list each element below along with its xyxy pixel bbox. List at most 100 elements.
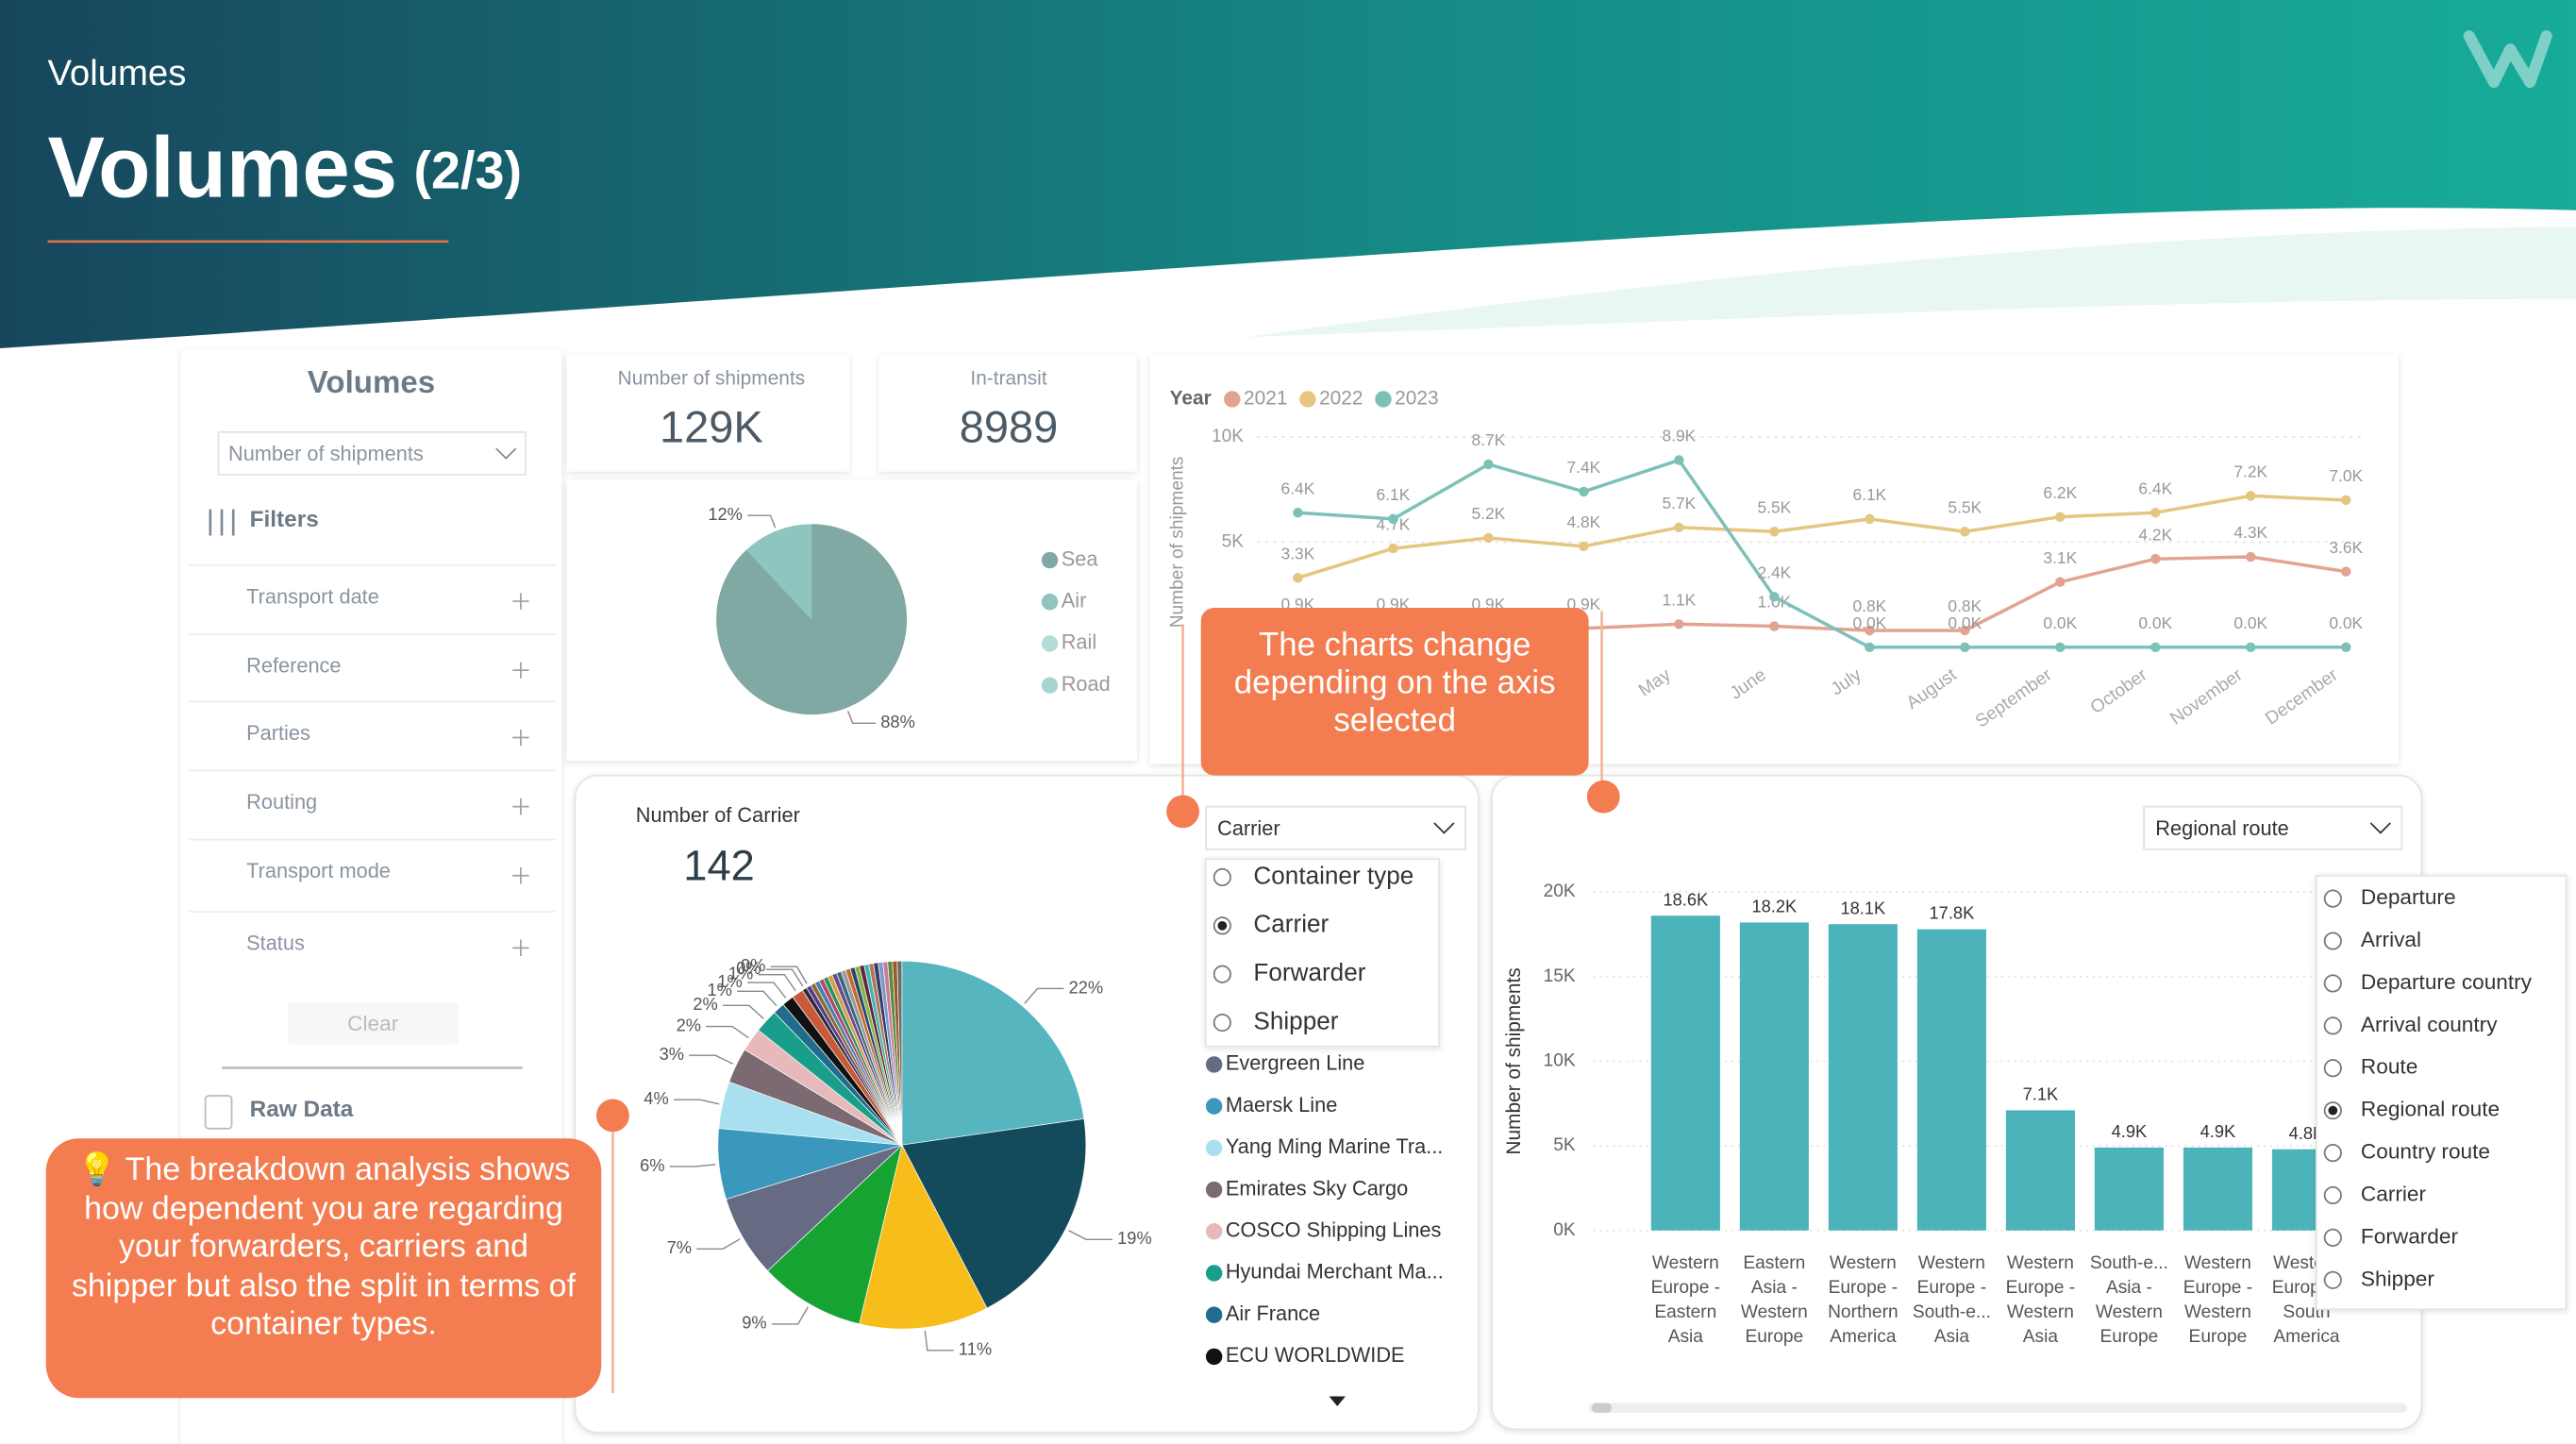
data-label: 5.5K bbox=[1948, 497, 1982, 516]
radio-label[interactable]: Forwarder bbox=[1253, 958, 1365, 986]
leader-line bbox=[706, 1025, 749, 1039]
radio-button[interactable] bbox=[1213, 965, 1231, 983]
pie-slice bbox=[896, 960, 903, 1146]
filter-expand[interactable] bbox=[512, 593, 529, 610]
data-point bbox=[1960, 527, 1970, 537]
leader-line bbox=[765, 968, 804, 987]
filter-expand[interactable] bbox=[512, 729, 529, 747]
data-label: 0.0K bbox=[2138, 613, 2172, 632]
slice-label: 11% bbox=[959, 1339, 992, 1359]
measure-dropdown[interactable] bbox=[217, 430, 527, 476]
kpi-label: Number of shipments bbox=[618, 368, 805, 390]
radio-button[interactable] bbox=[2323, 1059, 2342, 1078]
radio-button[interactable] bbox=[2323, 974, 2342, 993]
slice-label: 9% bbox=[742, 1313, 766, 1333]
radio-label[interactable]: Shipper bbox=[2361, 1267, 2434, 1290]
legend-scroll[interactable] bbox=[1329, 1396, 1346, 1406]
radio-label[interactable]: Departure country bbox=[2361, 970, 2533, 994]
leader-line bbox=[758, 973, 796, 992]
filter-item[interactable]: Reference bbox=[246, 653, 341, 677]
radio-label[interactable]: Arrival bbox=[2361, 928, 2421, 951]
data-label: 0.0K bbox=[1852, 613, 1886, 632]
leader-line bbox=[771, 1306, 809, 1325]
legend-label: ECU WORLDWIDE bbox=[1226, 1343, 1405, 1367]
radio-button[interactable] bbox=[2323, 1270, 2342, 1289]
radio-button[interactable] bbox=[2323, 1185, 2342, 1205]
radio-button[interactable] bbox=[1213, 867, 1231, 887]
filter-item[interactable]: Transport mode bbox=[246, 859, 391, 882]
raw-data[interactable]: Raw Data bbox=[250, 1097, 354, 1122]
x-tick-label: South-e... Asia - Western Europe bbox=[2089, 1253, 2168, 1348]
radio-label[interactable]: Regional route bbox=[2361, 1098, 2500, 1121]
y-axis-label: Number of shipments bbox=[1503, 967, 1525, 1154]
radio-button[interactable] bbox=[2323, 1016, 2342, 1035]
data-label: 6.1K bbox=[1377, 485, 1411, 504]
data-point bbox=[2055, 577, 2066, 587]
radio-button[interactable] bbox=[2323, 932, 2342, 950]
radio-dot bbox=[2328, 1105, 2338, 1116]
legend-label: Air France bbox=[1226, 1301, 1320, 1325]
data-point bbox=[1674, 522, 1684, 533]
radio-button[interactable] bbox=[2323, 1228, 2342, 1247]
data-point bbox=[2055, 512, 2066, 522]
radio-label[interactable]: Country route bbox=[2361, 1140, 2490, 1164]
axis-dropdown[interactable] bbox=[1205, 805, 1466, 850]
radio-label[interactable]: Forwarder bbox=[2361, 1224, 2459, 1248]
filter-expand[interactable] bbox=[512, 798, 529, 815]
connector-dot bbox=[596, 1099, 629, 1133]
leader-line bbox=[1068, 1230, 1112, 1240]
filter-item[interactable]: Parties bbox=[246, 721, 310, 745]
data-point bbox=[1579, 541, 1589, 552]
clear-button[interactable] bbox=[287, 1001, 459, 1046]
data-label: 3.1K bbox=[2043, 548, 2077, 567]
legend-label: Maersk Line bbox=[1226, 1093, 1337, 1117]
radio-label[interactable]: Route bbox=[2361, 1055, 2417, 1079]
filter-expand[interactable] bbox=[512, 939, 529, 957]
leader-line bbox=[689, 1054, 734, 1065]
legend-label: Rail bbox=[1062, 630, 1096, 654]
dropdown-arrow bbox=[1433, 822, 1455, 834]
leader-line bbox=[747, 514, 777, 529]
slice-label: 1% bbox=[707, 980, 731, 999]
slice-label: 12% bbox=[708, 504, 743, 524]
radio-label[interactable]: Arrival country bbox=[2361, 1013, 2498, 1036]
radio-button[interactable] bbox=[2323, 1143, 2342, 1163]
data-point bbox=[1865, 625, 1875, 636]
x-tick-label: Western Europe - Northern America bbox=[1828, 1253, 1899, 1348]
radio-label[interactable]: Shipper bbox=[1253, 1006, 1338, 1034]
radio-button[interactable] bbox=[2323, 889, 2342, 908]
filter-expand[interactable] bbox=[512, 867, 529, 884]
slice-label: 1% bbox=[717, 971, 742, 991]
leader-line bbox=[846, 711, 877, 724]
data-label: 0.0K bbox=[2233, 613, 2267, 632]
filter-item[interactable]: Routing bbox=[246, 790, 317, 814]
radio-label[interactable]: Carrier bbox=[1253, 910, 1329, 938]
radio-label[interactable]: Departure bbox=[2361, 885, 2456, 909]
y-tick-label: 10K bbox=[1212, 427, 1244, 446]
leader-line bbox=[770, 965, 808, 984]
legend-title: Year bbox=[1170, 387, 1212, 409]
axis-dropdown-value: Carrier bbox=[1217, 816, 1280, 840]
slice-label: 19% bbox=[1117, 1228, 1152, 1248]
radio-panel bbox=[2316, 874, 2568, 1311]
legend-swatch bbox=[1041, 594, 1059, 611]
radio-button[interactable] bbox=[1213, 1013, 1231, 1033]
filter-item[interactable]: Status bbox=[246, 932, 305, 955]
legend-label: COSCO Shipping Lines bbox=[1226, 1218, 1442, 1242]
legend-label: Road bbox=[1062, 672, 1111, 696]
data-label: 18.6K bbox=[1663, 889, 1708, 909]
data-point bbox=[1293, 507, 1303, 518]
route-dropdown[interactable] bbox=[2143, 805, 2403, 850]
series-line bbox=[1296, 494, 2347, 579]
data-label: 0.0K bbox=[2043, 613, 2077, 632]
title-main: Volumes bbox=[47, 120, 397, 215]
raw-data-icon bbox=[204, 1095, 233, 1130]
legend-swatch bbox=[1205, 1139, 1223, 1157]
filter-item[interactable]: Transport date bbox=[246, 584, 379, 608]
radio-label[interactable]: Container type bbox=[1253, 861, 1413, 889]
radio-label[interactable]: Carrier bbox=[2361, 1182, 2427, 1205]
filter-expand[interactable] bbox=[512, 662, 529, 679]
connector-dot bbox=[1586, 780, 1620, 814]
y-tick-label: 10K bbox=[1544, 1051, 1576, 1071]
legend-label: Air bbox=[1062, 589, 1087, 613]
